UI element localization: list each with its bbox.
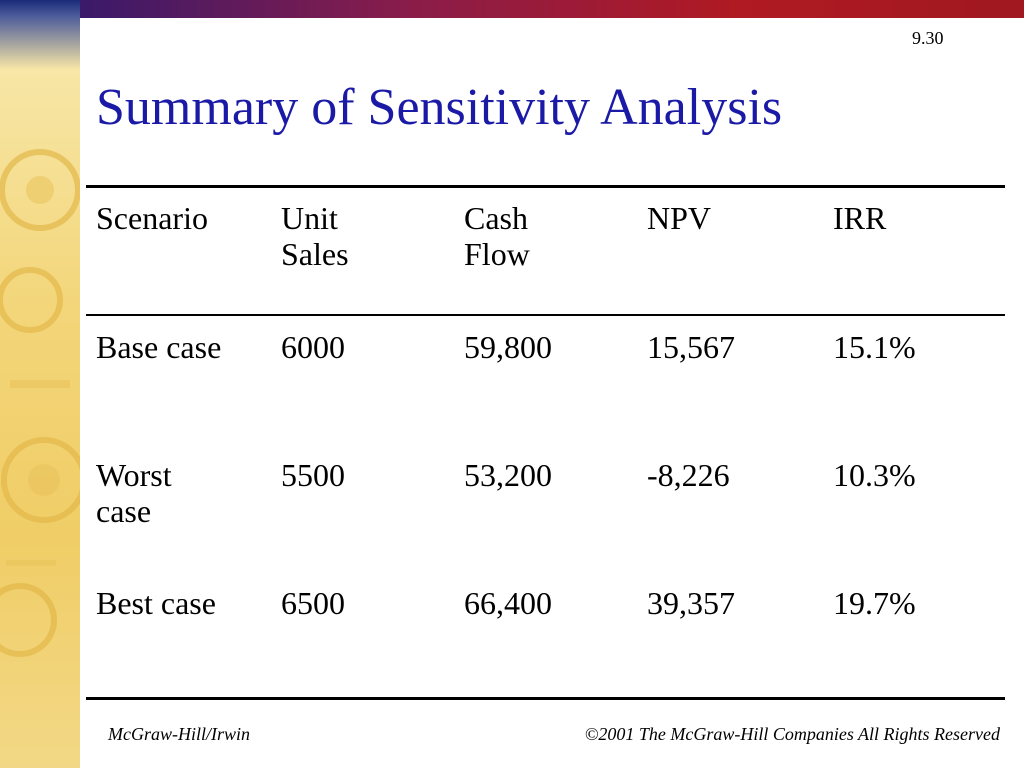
header-scenario: Scenario <box>96 200 208 236</box>
footer-copyright: ©2001 The McGraw-Hill Companies All Righ… <box>584 724 1000 744</box>
gear-pattern-icon <box>0 149 80 657</box>
table-top-rule <box>86 185 1005 188</box>
header-cash-flow: Cash Flow <box>464 200 530 272</box>
row-worst-npv: -8,226 <box>647 457 730 493</box>
table-header-rule <box>86 314 1005 316</box>
row-base-unit-sales: 6000 <box>281 329 345 365</box>
table-bottom-rule <box>86 697 1005 700</box>
row-base-irr: 15.1% <box>833 329 916 365</box>
row-best-scenario: Best case <box>96 585 216 621</box>
row-best-irr: 19.7% <box>833 585 916 621</box>
row-worst-cash-flow: 53,200 <box>464 457 552 493</box>
header-irr: IRR <box>833 200 887 236</box>
row-base-cash-flow: 59,800 <box>464 329 552 365</box>
row-base-scenario: Base case <box>96 329 222 365</box>
row-worst-scenario: Worst case <box>96 457 172 529</box>
row-worst-unit-sales: 5500 <box>281 457 345 493</box>
row-base-npv: 15,567 <box>647 329 735 365</box>
row-best-npv: 39,357 <box>647 585 735 621</box>
top-accent-bar <box>80 0 1024 18</box>
decorative-side-strip <box>0 0 80 768</box>
slide-title: Summary of Sensitivity Analysis <box>96 79 783 136</box>
row-best-unit-sales: 6500 <box>281 585 345 621</box>
header-unit-sales: Unit Sales <box>281 200 349 272</box>
footer-publisher: McGraw-Hill/Irwin <box>108 724 250 744</box>
header-npv: NPV <box>647 200 712 236</box>
row-best-cash-flow: 66,400 <box>464 585 552 621</box>
slide-number: 9.30 <box>912 28 944 48</box>
row-worst-irr: 10.3% <box>833 457 916 493</box>
